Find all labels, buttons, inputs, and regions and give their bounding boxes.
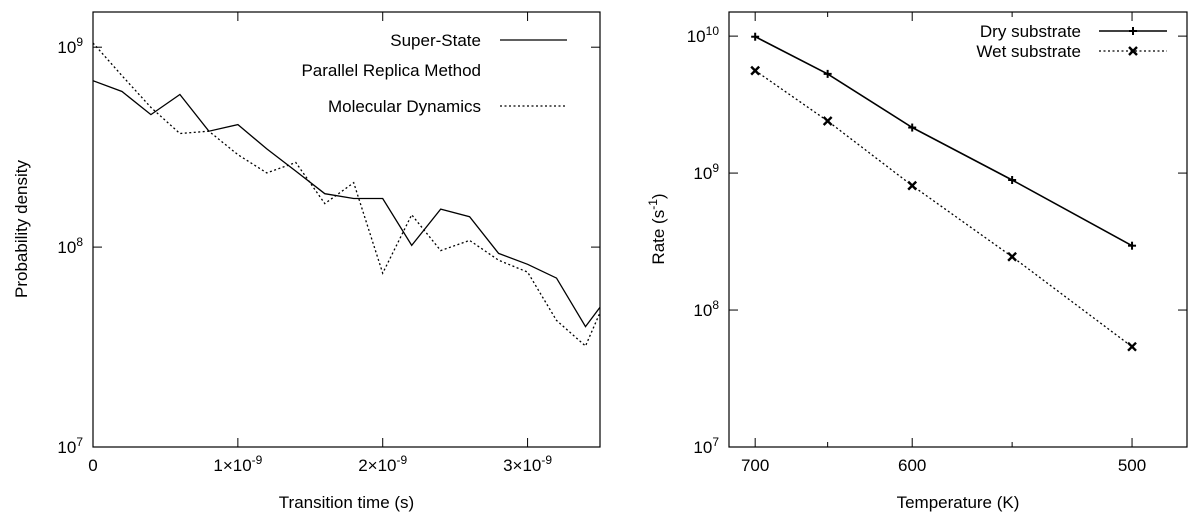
- x-axis-label: Transition time (s): [279, 493, 414, 512]
- x-tick-label: 2×10-9: [358, 453, 407, 475]
- y-tick-label: 1010: [687, 24, 720, 46]
- series-1: [750, 65, 1137, 352]
- data-point-marker: [1128, 46, 1138, 56]
- y-tick-label: 107: [57, 435, 83, 457]
- x-tick-label: 700: [741, 456, 769, 475]
- data-point-marker: [1127, 341, 1137, 352]
- data-point-marker: [1007, 251, 1017, 262]
- legend-label: Dry substrate: [980, 22, 1081, 41]
- series-line: [93, 80, 600, 328]
- y-tick-label: 109: [57, 35, 83, 57]
- data-point-marker: [907, 180, 918, 191]
- chart-transition-time-distribution: 0 1×10-9 2×10-9 3×10-9 107 108 109 Transition t…: [12, 11, 601, 512]
- data-point-marker: [823, 69, 832, 78]
- x-axis-label: Temperature (K): [897, 493, 1020, 512]
- data-point-marker: [1129, 27, 1137, 35]
- plot-frame: [728, 11, 1188, 448]
- data-point-marker: [822, 116, 833, 126]
- x-tick-label: 3×10-9: [503, 453, 552, 475]
- legend-label: Parallel Replica Method: [301, 61, 481, 80]
- y-tick-label: 109: [693, 161, 719, 183]
- x-tick-label: 500: [1118, 456, 1146, 475]
- y-tick-label: 108: [57, 235, 83, 257]
- series-0: [93, 80, 600, 328]
- data-point-marker: [751, 32, 760, 41]
- series-line: [754, 70, 1133, 348]
- data-point-marker: [908, 123, 917, 132]
- legend-label: Wet substrate: [976, 42, 1081, 61]
- data-point-marker: [1008, 176, 1017, 185]
- data-point-marker: [750, 65, 761, 76]
- legend-label: Molecular Dynamics: [328, 97, 481, 116]
- legend-label: Super-State: [390, 31, 481, 50]
- series-1: [93, 42, 600, 348]
- y-tick-label: 108: [693, 298, 719, 320]
- x-tick-label: 600: [898, 456, 926, 475]
- series-0: [751, 32, 1137, 250]
- y-axis-label: Probability density: [12, 160, 31, 298]
- chart-rate-vs-temperature: 700 600 500 107 108 109 1010 Temperature (K) Rat…: [646, 11, 1188, 512]
- x-tick-label: 1×10-9: [213, 453, 262, 475]
- y-axis-label: Rate (s-1): [646, 193, 668, 264]
- data-point-marker: [1128, 241, 1137, 250]
- x-tick-label: 0: [88, 456, 97, 475]
- series-line: [754, 35, 1133, 247]
- y-tick-label: 107: [693, 435, 719, 457]
- plot-frame: [92, 11, 601, 448]
- series-line: [93, 42, 600, 348]
